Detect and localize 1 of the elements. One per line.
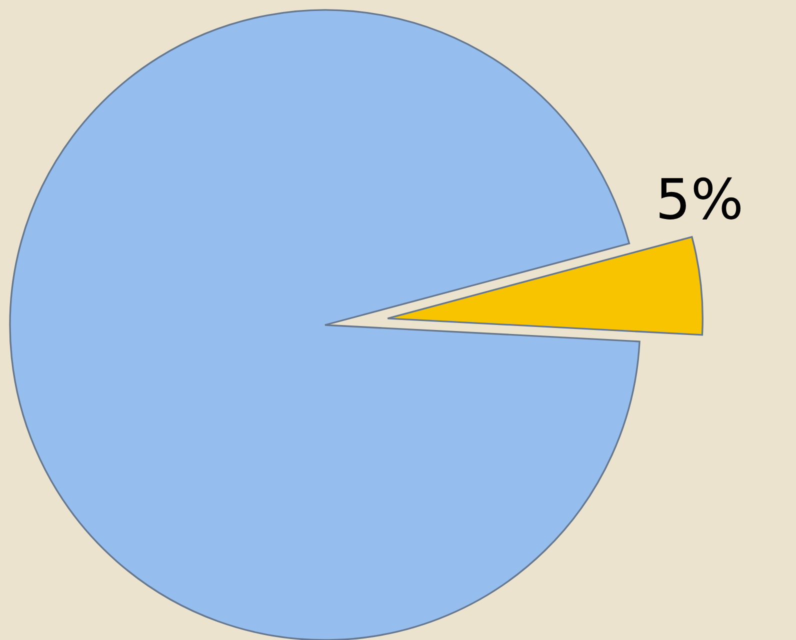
data-label: 5% bbox=[660, 177, 740, 220]
